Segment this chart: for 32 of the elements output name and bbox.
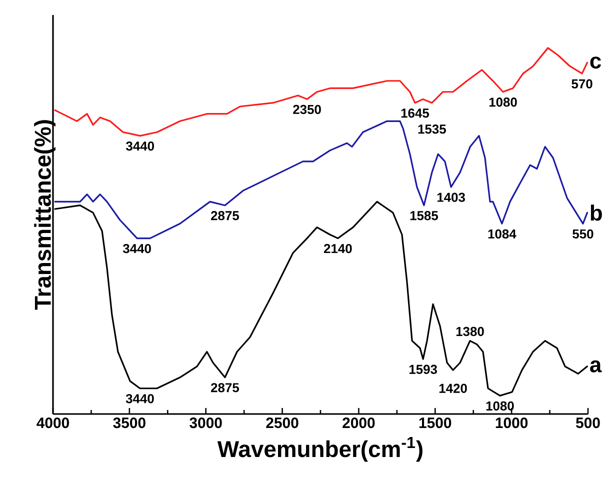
annotation: 2875 xyxy=(211,383,239,392)
x-tick-label: 1000 xyxy=(496,418,528,428)
annotation: 1403 xyxy=(437,192,465,202)
annotation: 2875 xyxy=(211,211,239,220)
x-tick-label: 2500 xyxy=(266,418,298,428)
x-axis-title: Wavemunber(cm$^{-1}$) xyxy=(217,436,422,462)
x-tick-label: 4000 xyxy=(36,418,69,428)
x-tick-label: 1500 xyxy=(419,418,452,428)
annotation: 550 xyxy=(572,229,594,239)
annotation: 3440 xyxy=(126,141,154,151)
annotation: 1084 xyxy=(488,229,516,239)
annotation: 1380 xyxy=(456,326,484,336)
x-tick-label: 2000 xyxy=(342,418,375,428)
x-tick-label: 3500 xyxy=(113,418,146,428)
x-tick-label: 3000 xyxy=(190,418,222,428)
annotation: 2350 xyxy=(293,104,321,114)
x-tick-label: 500 xyxy=(576,418,600,428)
annotation: 1593 xyxy=(409,364,437,374)
annotation: 2140 xyxy=(324,244,352,254)
series-label: c xyxy=(590,56,601,69)
annotation: 570 xyxy=(572,79,592,88)
y-axis-title: Transmittance(%) xyxy=(34,120,56,310)
series-label: b xyxy=(590,204,602,221)
annotation: 1080 xyxy=(489,98,517,107)
annotation: 1420 xyxy=(439,384,467,393)
annotation: 1585 xyxy=(410,211,438,220)
series-label: a xyxy=(590,360,602,372)
annotation: 1535 xyxy=(418,124,446,134)
annotation: 3440 xyxy=(122,244,151,254)
annotation: 3440 xyxy=(126,394,154,404)
annotation: 1645 xyxy=(401,108,430,118)
annotation: 1080 xyxy=(486,401,514,411)
